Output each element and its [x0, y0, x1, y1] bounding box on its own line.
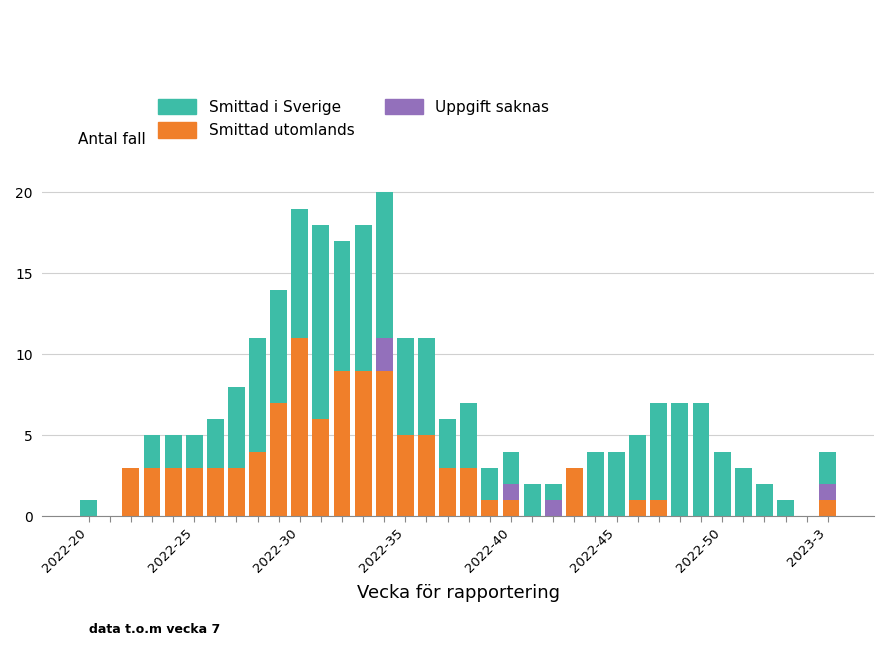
Bar: [355, 371, 372, 516]
Bar: [396, 338, 413, 435]
Bar: [693, 403, 709, 516]
Legend: Smittad i Sverige, Smittad utomlands, Uppgift saknas: Smittad i Sverige, Smittad utomlands, Up…: [158, 99, 549, 138]
Bar: [292, 338, 308, 516]
Text: data t.o.m vecka 7: data t.o.m vecka 7: [89, 623, 220, 636]
Bar: [207, 419, 224, 468]
Bar: [228, 468, 244, 516]
Bar: [80, 500, 97, 516]
Bar: [186, 468, 203, 516]
Bar: [608, 452, 625, 516]
Bar: [735, 468, 752, 516]
Bar: [207, 468, 224, 516]
Bar: [164, 468, 181, 516]
Bar: [333, 241, 350, 371]
Bar: [143, 435, 160, 468]
Bar: [482, 500, 499, 516]
Bar: [312, 419, 329, 516]
Bar: [270, 403, 287, 516]
Bar: [524, 484, 541, 516]
Bar: [270, 289, 287, 403]
Bar: [376, 193, 393, 338]
Bar: [820, 484, 837, 500]
Bar: [123, 468, 140, 516]
Bar: [587, 452, 604, 516]
Bar: [502, 484, 519, 500]
Bar: [164, 435, 181, 468]
Bar: [714, 452, 731, 516]
Bar: [629, 500, 646, 516]
Bar: [376, 338, 393, 371]
Bar: [482, 468, 499, 500]
Bar: [651, 403, 668, 500]
Bar: [292, 209, 308, 338]
Bar: [502, 500, 519, 516]
Bar: [756, 484, 773, 516]
Bar: [249, 338, 266, 452]
Bar: [355, 225, 372, 371]
Bar: [186, 435, 203, 468]
Bar: [777, 500, 794, 516]
Bar: [545, 484, 562, 500]
Bar: [312, 225, 329, 419]
Bar: [502, 452, 519, 484]
Bar: [249, 452, 266, 516]
Bar: [461, 468, 477, 516]
Bar: [461, 403, 477, 468]
Bar: [820, 500, 837, 516]
Bar: [228, 387, 244, 468]
Bar: [143, 468, 160, 516]
Bar: [629, 435, 646, 500]
Bar: [566, 468, 583, 516]
Bar: [651, 500, 668, 516]
Bar: [439, 419, 456, 468]
Bar: [418, 338, 435, 435]
Bar: [820, 452, 837, 484]
Bar: [333, 371, 350, 516]
Text: Antal fall: Antal fall: [78, 132, 146, 147]
Bar: [418, 435, 435, 516]
X-axis label: Vecka för rapportering: Vecka för rapportering: [356, 583, 560, 602]
Bar: [671, 403, 688, 516]
Bar: [545, 500, 562, 516]
Bar: [396, 435, 413, 516]
Bar: [439, 468, 456, 516]
Bar: [376, 371, 393, 516]
